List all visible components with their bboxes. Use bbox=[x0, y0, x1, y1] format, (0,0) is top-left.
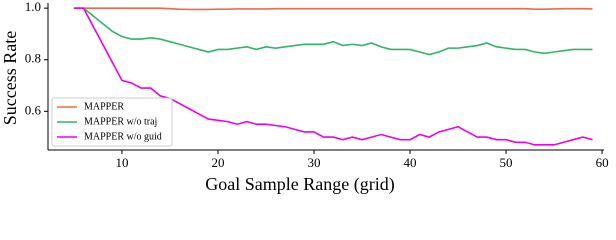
x-tick-label: 40 bbox=[404, 155, 417, 170]
x-tick-label: 60 bbox=[596, 155, 609, 170]
y-tick-label: 0.8 bbox=[25, 51, 41, 66]
x-tick-label: 20 bbox=[211, 155, 224, 170]
legend-box bbox=[51, 97, 173, 147]
y-tick-label: 1.0 bbox=[25, 0, 41, 14]
legend-label: MAPPER bbox=[84, 101, 124, 112]
y-tick-label: 0.6 bbox=[25, 102, 42, 117]
legend-label: MAPPER w/o traj bbox=[84, 116, 157, 127]
page: Goal Sample Range (grid) Success Rate 0.… bbox=[0, 0, 609, 196]
series-line bbox=[73, 7, 593, 56]
x-tick-label: 10 bbox=[115, 155, 128, 170]
chart: Goal Sample Range (grid) Success Rate 0.… bbox=[0, 0, 609, 195]
y-axis-label: Success Rate bbox=[0, 31, 20, 125]
x-axis-label: Goal Sample Range (grid) bbox=[205, 174, 394, 195]
x-tick-label: 30 bbox=[307, 155, 320, 170]
series-line bbox=[73, 7, 593, 146]
series-line bbox=[73, 7, 593, 11]
legend-label: MAPPER w/o guid bbox=[84, 131, 162, 142]
x-tick-label: 50 bbox=[500, 155, 513, 170]
